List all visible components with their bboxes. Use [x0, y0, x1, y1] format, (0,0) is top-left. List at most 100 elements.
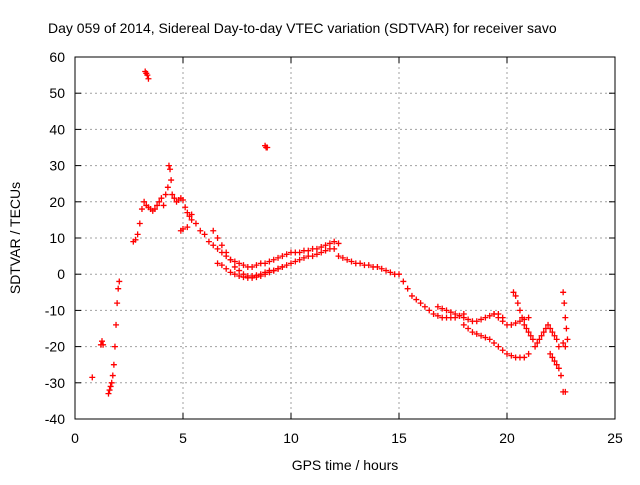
data-point: [469, 329, 476, 336]
y-tick-label: 0: [57, 266, 65, 282]
data-point: [249, 274, 256, 281]
data-point: [523, 325, 530, 332]
data-point: [460, 314, 467, 321]
data-point: [270, 267, 277, 274]
data-point: [214, 260, 221, 267]
data-point: [188, 211, 195, 218]
data-point: [253, 274, 260, 281]
data-point: [339, 254, 346, 261]
y-tick-label: 40: [49, 121, 65, 137]
data-point: [426, 307, 433, 314]
data-point: [561, 300, 568, 307]
data-point: [214, 235, 221, 241]
data-point: [553, 361, 560, 368]
data-point: [160, 202, 167, 209]
data-point: [495, 343, 502, 350]
data-point: [473, 330, 480, 337]
data-point: [508, 321, 515, 328]
data-point: [562, 388, 569, 395]
data-point: [275, 265, 282, 272]
data-point: [105, 390, 112, 397]
data-point: [236, 260, 243, 267]
data-point: [551, 332, 558, 339]
data-point: [99, 338, 105, 345]
data-point: [357, 260, 364, 267]
y-tick-label: -30: [45, 375, 65, 391]
data-point: [184, 209, 191, 216]
data-point: [275, 254, 282, 261]
data-point: [113, 321, 120, 328]
data-point: [136, 220, 143, 227]
data-point: [266, 269, 273, 276]
data-point: [262, 271, 269, 278]
data-point: [110, 361, 117, 368]
data-point: [421, 303, 428, 310]
data-point: [107, 383, 114, 390]
data-point: [240, 262, 247, 269]
data-point: [447, 309, 454, 316]
data-point: [138, 206, 145, 213]
data-point: [560, 339, 567, 346]
data-point: [486, 312, 493, 319]
data-point: [227, 256, 234, 263]
data-point: [549, 329, 556, 336]
data-point: [318, 244, 325, 251]
data-point: [396, 271, 402, 278]
data-point: [154, 202, 161, 209]
data-point: [465, 316, 472, 323]
data-point: [300, 254, 307, 261]
data-point: [257, 273, 264, 280]
y-tick-label: -40: [45, 411, 65, 427]
x-tick-label: 20: [499, 430, 515, 446]
data-point: [158, 195, 165, 202]
data-point: [529, 336, 536, 343]
data-point: [434, 312, 441, 319]
data-point: [564, 336, 571, 343]
data-point: [240, 274, 247, 281]
data-point: [378, 265, 385, 272]
data-point: [288, 260, 294, 267]
data-point: [348, 258, 355, 265]
data-point: [313, 251, 320, 258]
y-tick-label: 60: [49, 49, 65, 65]
data-point: [491, 311, 498, 318]
data-point: [168, 177, 175, 184]
data-point: [558, 372, 564, 379]
data-point: [547, 350, 554, 357]
x-axis-label: GPS time / hours: [292, 457, 399, 473]
data-point: [115, 285, 122, 292]
x-tick-label: 15: [391, 430, 407, 446]
data-point: [309, 253, 316, 260]
data-point: [532, 343, 539, 350]
data-point: [525, 314, 532, 321]
data-point: [165, 162, 172, 169]
data-point: [408, 292, 415, 299]
data-point: [262, 260, 269, 267]
y-axis-label: SDTVAR / TECUs: [7, 182, 23, 294]
data-point: [460, 321, 467, 328]
data-point: [296, 256, 303, 263]
data-point: [383, 267, 390, 274]
data-point: [400, 278, 407, 285]
data-point: [549, 354, 556, 361]
data-point: [516, 307, 523, 314]
data-point: [184, 224, 191, 231]
grid-layer: [75, 57, 615, 419]
data-point: [116, 278, 123, 285]
data-point: [236, 273, 243, 280]
data-point: [452, 311, 459, 318]
data-point: [201, 231, 208, 238]
data-point: [499, 347, 506, 354]
data-point: [322, 247, 329, 254]
data-point: [141, 198, 148, 205]
data-point: [145, 75, 152, 82]
data-point: [264, 144, 271, 151]
data-point: [266, 258, 273, 265]
data-point: [180, 196, 186, 203]
chart-title: Day 059 of 2014, Sidereal Day-to-day VTE…: [48, 20, 557, 36]
data-point: [534, 339, 541, 346]
data-point: [404, 285, 411, 292]
data-point: [283, 262, 290, 269]
data-point: [231, 271, 238, 278]
y-tick-label: 20: [49, 194, 65, 210]
